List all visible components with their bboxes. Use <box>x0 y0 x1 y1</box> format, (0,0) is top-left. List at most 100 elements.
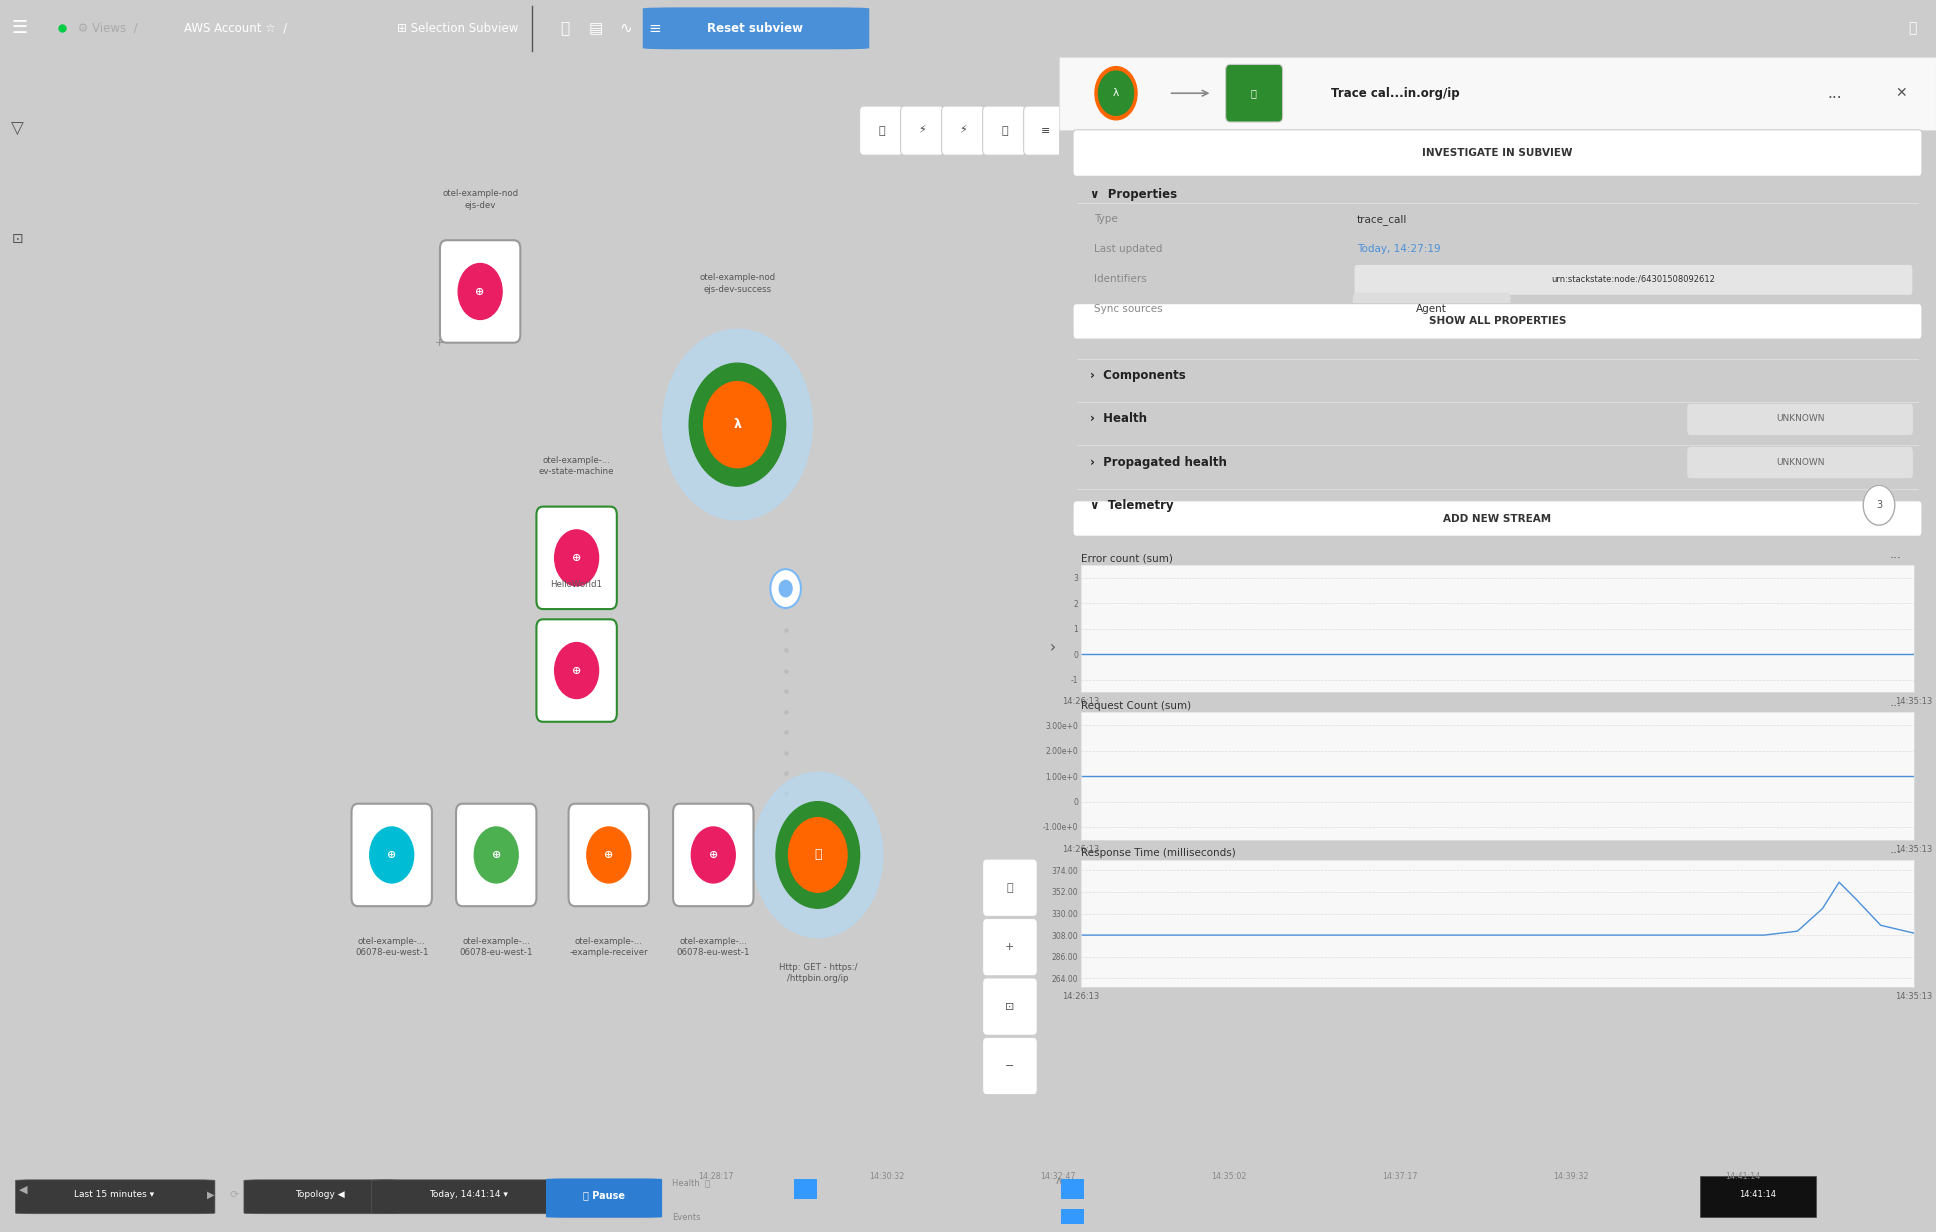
Bar <box>1061 1209 1084 1223</box>
FancyBboxPatch shape <box>983 106 1026 155</box>
Text: ⊕: ⊕ <box>387 850 397 860</box>
FancyBboxPatch shape <box>1024 106 1067 155</box>
Text: Last updated: Last updated <box>1094 244 1162 254</box>
Text: SHOW ALL PROPERTIES: SHOW ALL PROPERTIES <box>1429 317 1566 326</box>
Text: λ: λ <box>1113 89 1119 99</box>
FancyBboxPatch shape <box>536 620 618 722</box>
Text: ⊕: ⊕ <box>492 850 501 860</box>
Circle shape <box>556 643 598 699</box>
Text: Http: GET - https:/
/httpbin.org/ip: Http: GET - https:/ /httpbin.org/ip <box>778 963 858 983</box>
Text: Last 15 minutes ▾: Last 15 minutes ▾ <box>74 1190 155 1199</box>
FancyBboxPatch shape <box>860 106 902 155</box>
Text: ⊕: ⊕ <box>571 553 581 563</box>
FancyBboxPatch shape <box>941 106 985 155</box>
Circle shape <box>776 802 860 908</box>
Text: 🔑: 🔑 <box>1251 89 1256 99</box>
Text: ...: ... <box>1828 86 1843 101</box>
Text: ≡: ≡ <box>1042 126 1049 136</box>
FancyBboxPatch shape <box>1073 500 1922 536</box>
Text: 🔍: 🔍 <box>1007 883 1013 893</box>
Text: Sync sources: Sync sources <box>1094 304 1164 314</box>
Circle shape <box>1098 71 1134 116</box>
FancyBboxPatch shape <box>900 106 945 155</box>
Text: +: + <box>1005 942 1014 952</box>
Text: UNKNOWN: UNKNOWN <box>1775 457 1824 467</box>
FancyBboxPatch shape <box>372 1180 569 1214</box>
Text: INVESTIGATE IN SUBVIEW: INVESTIGATE IN SUBVIEW <box>1423 148 1572 158</box>
FancyBboxPatch shape <box>1355 265 1913 294</box>
Text: ⊕: ⊕ <box>476 287 484 297</box>
Text: ⊕: ⊕ <box>604 850 614 860</box>
Text: ◀: ◀ <box>19 1185 27 1195</box>
FancyBboxPatch shape <box>1225 64 1284 122</box>
Text: 14:28:17: 14:28:17 <box>699 1172 734 1181</box>
Bar <box>794 1179 817 1200</box>
Text: ▤: ▤ <box>589 21 604 36</box>
Text: 14:30:32: 14:30:32 <box>869 1172 904 1181</box>
FancyBboxPatch shape <box>1059 57 1936 129</box>
Text: −: − <box>1005 1061 1014 1071</box>
Text: 14:39:32: 14:39:32 <box>1553 1172 1589 1181</box>
FancyBboxPatch shape <box>439 240 521 342</box>
Text: ⚙ Views  /: ⚙ Views / <box>74 22 145 34</box>
Text: otel-example-nod
ejs-dev-success: otel-example-nod ejs-dev-success <box>699 274 776 293</box>
Text: Today, 14:27:19: Today, 14:27:19 <box>1357 244 1440 254</box>
FancyBboxPatch shape <box>674 803 753 907</box>
Text: Request Count (sum): Request Count (sum) <box>1080 701 1191 711</box>
Text: 14:35:02: 14:35:02 <box>1212 1172 1247 1181</box>
Text: otel-example-...
-example-receiver: otel-example-... -example-receiver <box>569 936 649 957</box>
Text: urn:stackstate:node:/64301508092612: urn:stackstate:node:/64301508092612 <box>1551 275 1715 283</box>
Circle shape <box>587 827 631 883</box>
Text: ⊡: ⊡ <box>12 233 23 246</box>
FancyBboxPatch shape <box>983 859 1038 917</box>
Text: ⛶: ⛶ <box>1001 126 1007 136</box>
Text: otel-example-...
06078-eu-west-1: otel-example-... 06078-eu-west-1 <box>354 936 428 957</box>
Text: ...: ... <box>1890 548 1901 562</box>
Text: ⊕: ⊕ <box>709 850 718 860</box>
Text: ✕: ✕ <box>1895 86 1907 100</box>
Bar <box>1061 1179 1084 1200</box>
Text: Response Time (milliseconds): Response Time (milliseconds) <box>1080 848 1235 859</box>
Text: ⊡: ⊡ <box>1005 1002 1014 1011</box>
Text: ADD NEW STREAM: ADD NEW STREAM <box>1444 514 1551 524</box>
Circle shape <box>778 580 792 596</box>
Circle shape <box>691 827 736 883</box>
Text: ⚡: ⚡ <box>918 126 925 136</box>
Text: ›: › <box>1049 641 1055 655</box>
Circle shape <box>689 363 786 487</box>
Text: λ: λ <box>734 418 741 431</box>
FancyBboxPatch shape <box>643 7 869 49</box>
FancyBboxPatch shape <box>1686 403 1913 435</box>
Circle shape <box>753 772 883 938</box>
Text: Identifiers: Identifiers <box>1094 275 1146 285</box>
Text: Reset subview: Reset subview <box>707 22 803 34</box>
Text: 14:37:17: 14:37:17 <box>1382 1172 1419 1181</box>
Text: Agent: Agent <box>1417 304 1446 314</box>
Text: AWS Account ☆  /: AWS Account ☆ / <box>184 22 294 34</box>
Circle shape <box>370 827 414 883</box>
Text: ⊞ Selection Subview: ⊞ Selection Subview <box>397 22 519 34</box>
Text: ▽: ▽ <box>12 120 23 138</box>
FancyBboxPatch shape <box>536 506 618 609</box>
FancyBboxPatch shape <box>1073 129 1922 176</box>
Text: trace_call: trace_call <box>1357 214 1407 225</box>
Text: HelloWorld1: HelloWorld1 <box>550 579 602 589</box>
FancyBboxPatch shape <box>1073 303 1922 339</box>
Circle shape <box>474 827 519 883</box>
Text: ›  Components: › Components <box>1090 370 1185 382</box>
FancyBboxPatch shape <box>1353 292 1510 326</box>
Text: Events: Events <box>672 1212 701 1222</box>
Text: ∨  Properties: ∨ Properties <box>1090 187 1177 201</box>
Circle shape <box>771 569 802 609</box>
Text: ≡: ≡ <box>649 21 660 36</box>
Text: 14:41:14: 14:41:14 <box>1725 1172 1760 1181</box>
Text: +: + <box>436 338 445 349</box>
Text: ☰: ☰ <box>12 20 27 37</box>
Circle shape <box>1862 485 1895 525</box>
Text: otel-example-nod
ejs-dev: otel-example-nod ejs-dev <box>441 190 519 209</box>
Text: ∿: ∿ <box>620 21 631 36</box>
Text: otel-example-...
ev-state-machine: otel-example-... ev-state-machine <box>538 456 614 476</box>
Text: otel-example-...
06078-eu-west-1: otel-example-... 06078-eu-west-1 <box>459 936 532 957</box>
Text: Trace cal...in.org/ip: Trace cal...in.org/ip <box>1330 86 1460 100</box>
Text: ⏸ Pause: ⏸ Pause <box>583 1190 625 1200</box>
